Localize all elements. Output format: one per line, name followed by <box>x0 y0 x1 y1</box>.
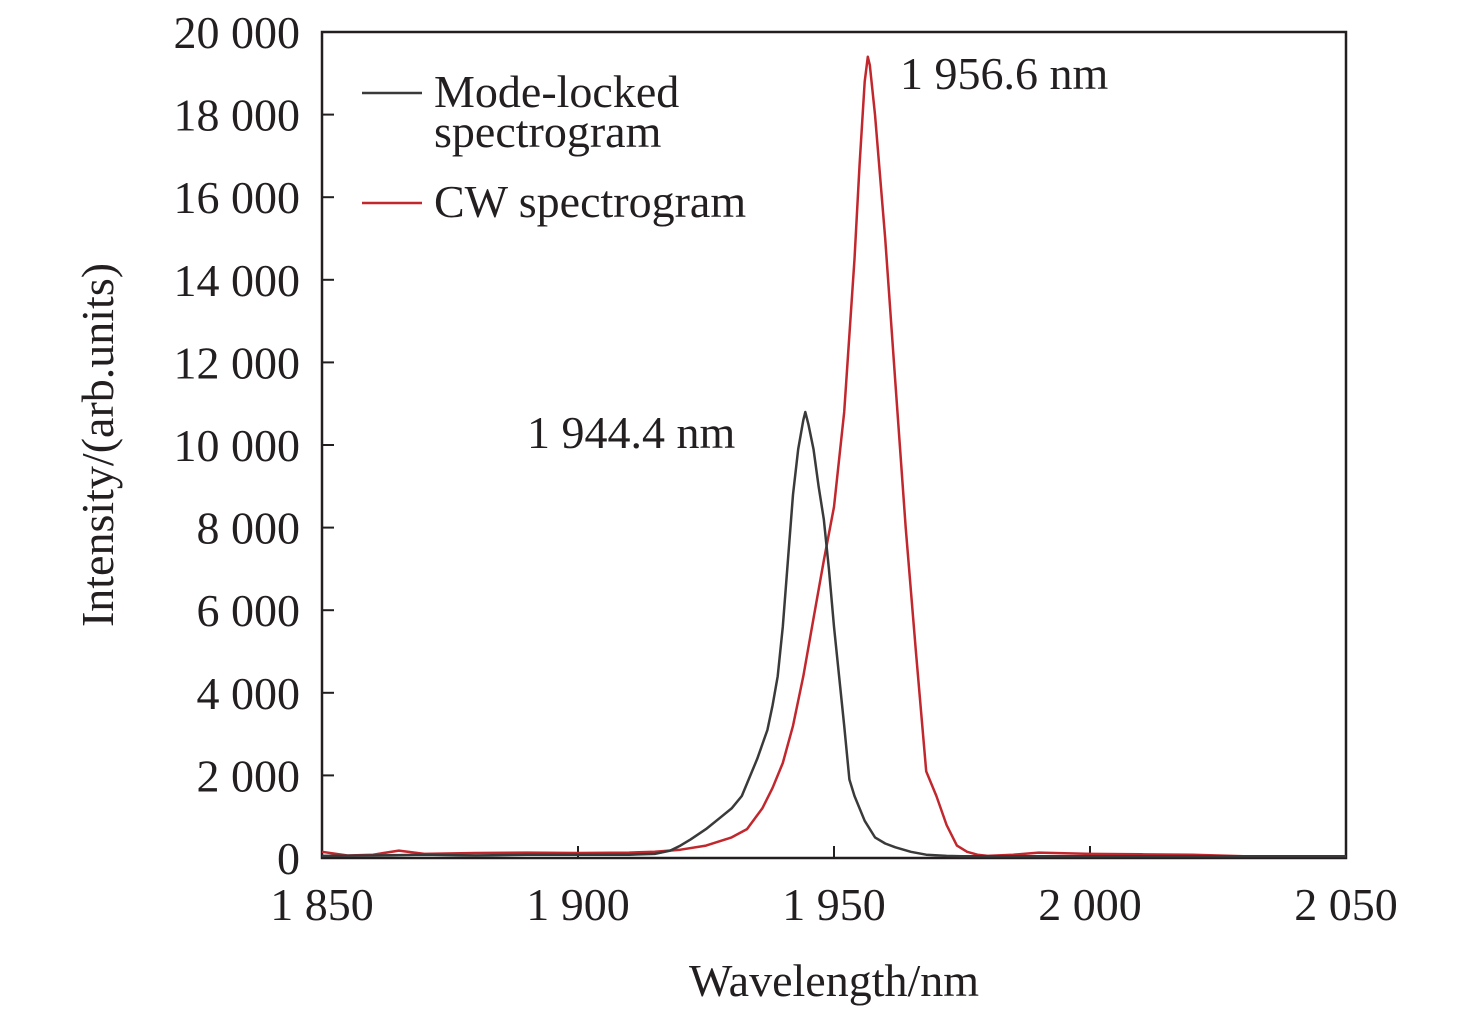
y-tick-label: 8 000 <box>197 503 301 554</box>
legend-label: CW spectrogram <box>434 176 746 227</box>
x-tick-label: 1 850 <box>270 879 374 930</box>
x-axis-title: Wavelength/nm <box>689 955 979 1006</box>
legend-entry-cw: CW spectrogram <box>362 176 746 227</box>
y-tick-label: 10 000 <box>174 420 301 471</box>
y-tick-label: 20 000 <box>174 7 301 58</box>
y-axis-ticks: 0 2 000 4 000 6 000 8 000 10 000 12 000 14 000 1… <box>174 7 334 884</box>
y-tick-label: 0 <box>277 833 300 884</box>
mode-locked-series-line <box>321 410 1346 858</box>
y-tick-label: 18 000 <box>174 90 301 141</box>
y-tick-label: 4 000 <box>197 668 301 719</box>
x-tick-label: 1 900 <box>526 879 630 930</box>
x-axis-ticks: 1 850 1 900 1 950 2 000 2 050 <box>270 846 1398 930</box>
legend-label: spectrogram <box>434 106 662 157</box>
x-tick-label: 2 050 <box>1294 879 1398 930</box>
y-tick-label: 12 000 <box>174 337 301 388</box>
peak-label-cw: 1 956.6 nm <box>900 48 1109 99</box>
y-axis-title: Intensity/(arb.units) <box>72 263 123 627</box>
y-tick-label: 14 000 <box>174 255 301 306</box>
y-tick-label: 6 000 <box>197 585 301 636</box>
y-tick-label: 16 000 <box>174 172 301 223</box>
annotations: 1 944.4 nm 1 956.6 nm <box>527 48 1109 458</box>
peak-label-mode-locked: 1 944.4 nm <box>527 407 736 458</box>
x-tick-label: 1 950 <box>782 879 886 930</box>
legend-label: Mode-locked <box>434 66 679 117</box>
y-tick-label: 2 000 <box>197 750 301 801</box>
x-tick-label: 2 000 <box>1038 879 1142 930</box>
series-layer <box>321 55 1346 858</box>
